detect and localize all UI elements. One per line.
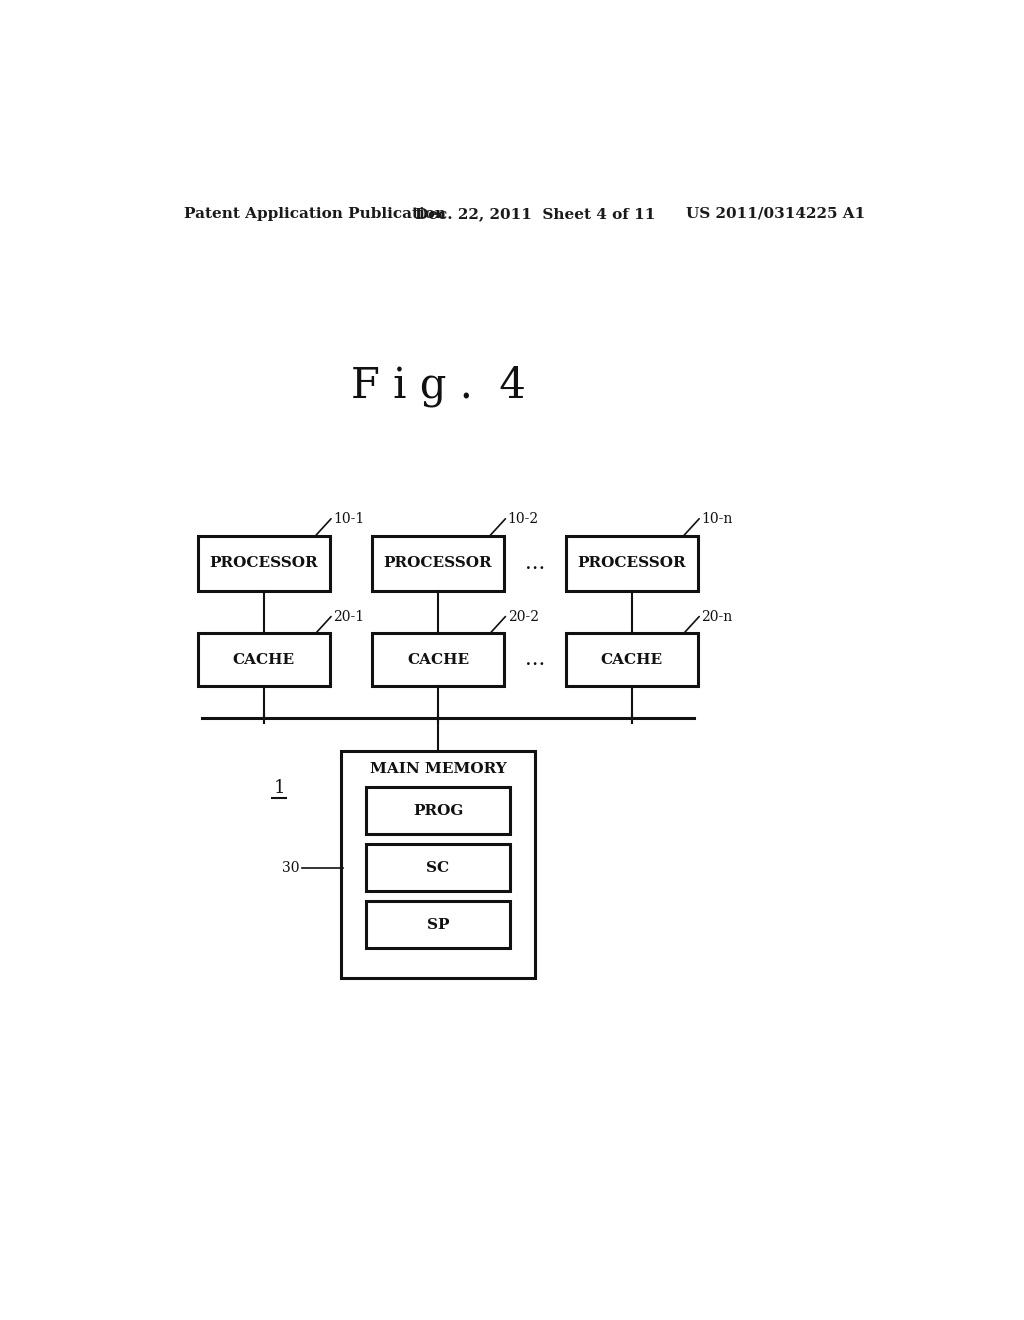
Text: CACHE: CACHE [232,652,295,667]
Text: CACHE: CACHE [407,652,469,667]
Text: CACHE: CACHE [601,652,663,667]
Text: Dec. 22, 2011  Sheet 4 of 11: Dec. 22, 2011 Sheet 4 of 11 [415,207,655,220]
Text: 20-2: 20-2 [508,610,539,623]
Text: PROG: PROG [413,804,463,817]
Text: US 2011/0314225 A1: US 2011/0314225 A1 [686,207,865,220]
Bar [341,751,535,978]
Bar [566,536,697,591]
Text: PROCESSOR: PROCESSOR [578,557,686,570]
Text: 10-1: 10-1 [334,512,365,525]
Bar [198,634,330,686]
Bar [367,788,510,834]
Bar [367,902,510,948]
Text: 20-1: 20-1 [334,610,365,623]
Bar [367,845,510,891]
Text: 20-n: 20-n [701,610,733,623]
Text: 30: 30 [282,861,299,875]
Bar [372,634,504,686]
Text: 10-n: 10-n [701,512,733,525]
Text: PROCESSOR: PROCESSOR [209,557,317,570]
Text: 10-2: 10-2 [508,512,539,525]
Text: SC: SC [426,861,450,875]
Bar [198,536,330,591]
Text: 1: 1 [273,779,285,797]
Bar [566,634,697,686]
Text: MAIN MEMORY: MAIN MEMORY [370,762,507,776]
Text: ...: ... [524,554,545,573]
Text: SP: SP [427,917,450,932]
Text: F i g .  4: F i g . 4 [350,364,525,407]
Text: ...: ... [524,651,545,669]
Text: PROCESSOR: PROCESSOR [384,557,493,570]
Bar [372,536,504,591]
Text: Patent Application Publication: Patent Application Publication [183,207,445,220]
